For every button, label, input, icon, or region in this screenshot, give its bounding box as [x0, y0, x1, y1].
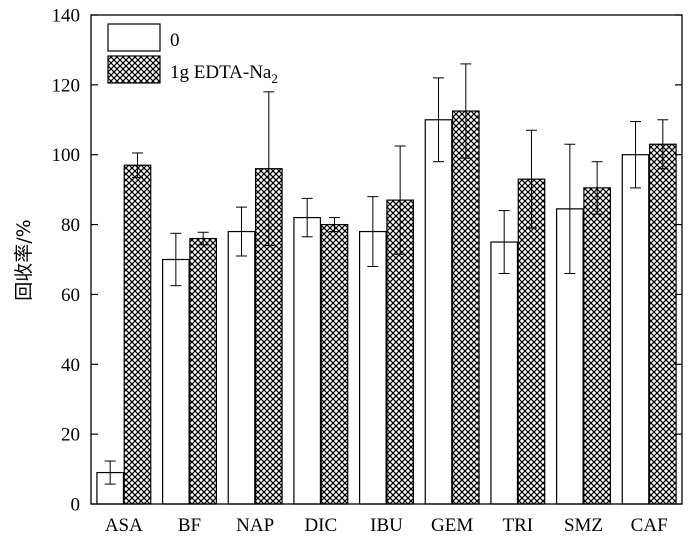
- error-bar-asa-series-2: [131, 152, 143, 178]
- bar-tri-series-2: [517, 178, 546, 505]
- legend-swatch-series-1: [107, 23, 161, 52]
- plot-frame: [90, 14, 683, 505]
- bar-asa-series-2: [123, 164, 152, 505]
- y-axis-label: 回收率/%: [13, 219, 35, 300]
- error-bar-smz-series-2: [591, 161, 603, 215]
- legend-label-series-2-subscript: 2: [271, 71, 278, 86]
- bar-gem-series-1: [424, 119, 453, 505]
- y-tick-label-100: 100: [52, 145, 81, 166]
- error-bar-bf-series-1: [170, 232, 182, 287]
- x-tick-label-ibu: IBU: [370, 515, 403, 536]
- bar-gem-series-2: [451, 110, 480, 505]
- error-bar-asa-series-1: [104, 460, 116, 485]
- y-axis-ticks: [91, 14, 682, 505]
- error-bar-smz-series-1: [564, 143, 576, 274]
- bar-smz-series-2: [583, 187, 612, 505]
- error-bar-caf-series-1: [630, 121, 642, 189]
- x-tick-label-tri: TRI: [503, 515, 534, 536]
- x-tick-label-caf: CAF: [631, 515, 668, 536]
- error-bar-tri-series-2: [525, 129, 537, 229]
- y-tick-label-0: 0: [71, 495, 81, 516]
- x-tick-label-smz: SMZ: [564, 515, 603, 536]
- error-bar-nap-series-2: [263, 91, 275, 247]
- legend: 0 1g EDTA-Na2: [107, 23, 278, 86]
- error-bar-dic-series-1: [301, 197, 313, 238]
- bar-ibu-series-1: [359, 230, 387, 505]
- legend-label-series-1: 0: [170, 30, 180, 51]
- x-tick-label-nap: NAP: [236, 515, 274, 536]
- error-bar-gem-series-1: [433, 77, 445, 163]
- x-tick-label-bf: BF: [178, 515, 201, 536]
- bar-bf-series-2: [189, 237, 217, 505]
- error-bar-caf-series-2: [657, 119, 669, 170]
- y-tick-label-40: 40: [61, 355, 80, 376]
- legend-label-series-2: 1g EDTA-Na2: [170, 62, 278, 86]
- error-bar-nap-series-1: [236, 206, 248, 257]
- x-tick-label-gem: GEM: [431, 515, 473, 536]
- bar-dic-series-1: [293, 216, 322, 505]
- error-bar-tri-series-1: [498, 210, 510, 274]
- bar-caf-series-2: [648, 143, 677, 505]
- error-bar-dic-series-2: [328, 217, 340, 233]
- legend-swatch-series-2: [107, 55, 161, 84]
- y-tick-label-60: 60: [61, 285, 80, 306]
- x-tick-label-dic: DIC: [304, 515, 337, 536]
- error-bar-ibu-series-2: [394, 145, 406, 255]
- x-axis-category-labels: ASA BF NAP DIC IBU GEM TRI SMZ CAF: [105, 515, 668, 536]
- y-tick-label-80: 80: [61, 215, 80, 236]
- error-bars-layer: [104, 63, 669, 485]
- x-tick-label-asa: ASA: [105, 515, 143, 536]
- bar-nap-series-1: [227, 230, 256, 505]
- error-bar-bf-series-2: [197, 231, 209, 246]
- bar-caf-series-1: [621, 154, 650, 505]
- y-tick-label-140: 140: [52, 6, 81, 27]
- error-bar-ibu-series-1: [367, 196, 379, 267]
- y-tick-label-120: 120: [52, 75, 81, 96]
- bar-bf-series-1: [162, 258, 190, 505]
- bars-layer: [96, 110, 677, 505]
- bar-dic-series-2: [320, 223, 349, 505]
- bar-tri-series-1: [490, 241, 519, 505]
- y-axis-tick-labels: 0 20 40 60 80 100 120 140: [52, 6, 81, 516]
- error-bar-gem-series-2: [460, 63, 472, 159]
- y-tick-label-20: 20: [61, 425, 80, 446]
